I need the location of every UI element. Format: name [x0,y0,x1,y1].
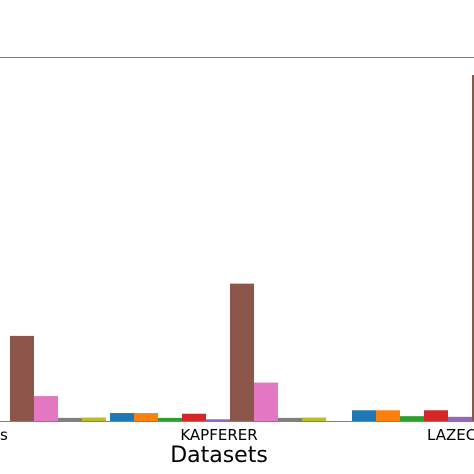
bar-kapferer-8 [278,417,302,421]
x-tick-label-kapferer: KAPFERER [180,426,257,444]
bar-s-8 [58,417,82,421]
bar-lazec-3 [400,416,424,421]
x-tick-label-lazec: LAZEC [427,426,474,444]
bar-lazec-6 [472,75,474,421]
x-axis-title: Datasets [170,443,268,468]
bar-kapferer-3 [158,417,182,421]
bar-kapferer-9 [302,417,326,421]
bar-kapferer-4 [182,413,206,421]
bar-kapferer-5 [206,419,230,421]
bar-kapferer-2 [134,413,158,421]
bar-kapferer-6 [230,283,254,421]
x-tick-label-s: s [0,426,8,444]
bar-s-6 [10,335,34,421]
bar-lazec-4 [424,410,448,421]
bar-kapferer-1 [110,413,134,421]
bar-lazec-2 [376,410,400,421]
bar-kapferer-7 [254,382,278,421]
bar-lazec-1 [352,410,376,421]
bar-lazec-5 [448,416,472,421]
bar-s-9 [82,417,106,421]
bar-s-7 [34,396,58,421]
bars-group [10,75,474,421]
